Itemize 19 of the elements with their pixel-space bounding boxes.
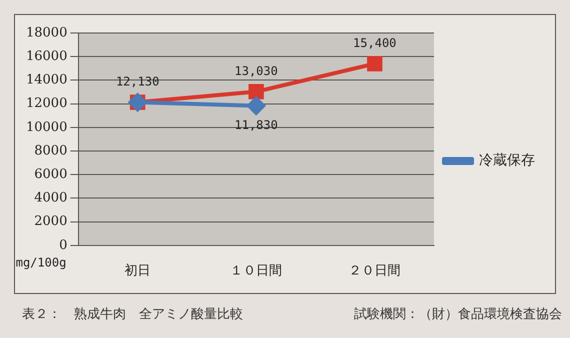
y-tick-label: 8000 [34,143,68,158]
text: 表２： 熟成牛肉 全アミノ酸量比較 [22,306,243,323]
y-tick-label: 4000 [34,190,68,206]
data-label: 15,400 [353,36,396,50]
y-tick-label: 16000 [26,48,68,64]
y-axis-title: mg/100g [16,256,66,270]
text: 試験機関：（財）食品環境検査協会 [354,306,562,323]
y-tick-label: 0 [59,238,68,253]
y-tick-label: 18000 [26,25,68,40]
y-tick-label: 14000 [26,72,68,88]
x-tick-label: 初日 [124,264,151,279]
x-tick-label: １０日間 [230,264,282,279]
y-tick-label: 6000 [34,166,68,182]
data-label: 13,030 [234,64,278,78]
y-tick-label: 12000 [26,96,68,112]
y-tick-label: 10000 [26,120,68,135]
y-tick-label: 2000 [34,214,68,230]
x-tick-label: ２０日間 [348,264,401,279]
legend-label: 冷蔵保存 [479,152,535,169]
